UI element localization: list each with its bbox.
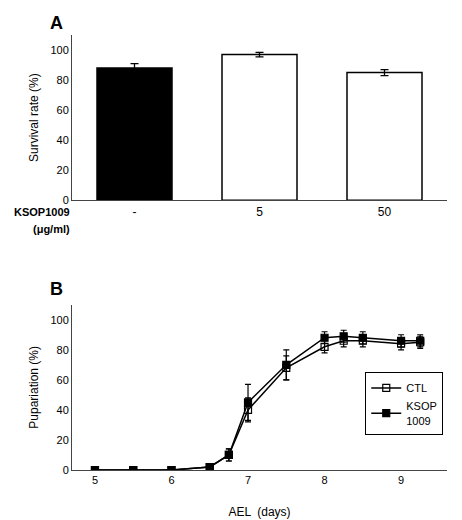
svg-text:100: 100 [50, 44, 68, 56]
svg-text:5: 5 [92, 474, 98, 486]
svg-text:-: - [133, 205, 137, 219]
svg-text:6: 6 [168, 474, 174, 486]
svg-text:Survival rate (%): Survival rate (%) [27, 73, 41, 162]
svg-text:A: A [50, 13, 63, 33]
svg-text:80: 80 [57, 74, 69, 86]
svg-text:40: 40 [57, 134, 69, 146]
svg-text:20: 20 [57, 434, 69, 446]
svg-text:100: 100 [50, 314, 68, 326]
svg-text:80: 80 [57, 344, 69, 356]
svg-text:9: 9 [398, 474, 404, 486]
svg-text:Pupariation (%): Pupariation (%) [27, 346, 41, 429]
svg-text:7: 7 [245, 474, 251, 486]
svg-text:60: 60 [57, 374, 69, 386]
svg-text:CTL: CTL [406, 382, 427, 394]
svg-text:0: 0 [63, 464, 69, 476]
svg-text:(μg/ml): (μg/ml) [33, 223, 70, 235]
svg-text:KSOP1009: KSOP1009 [14, 206, 70, 218]
svg-text:8: 8 [321, 474, 327, 486]
svg-text:KSOP1009: KSOP1009 [406, 400, 437, 426]
svg-text:5: 5 [256, 205, 263, 219]
svg-text:50: 50 [378, 205, 392, 219]
svg-text:20: 20 [57, 164, 69, 176]
svg-text:0: 0 [63, 194, 69, 206]
svg-text:60: 60 [57, 104, 69, 116]
svg-text:AEL (days): AEL (days) [228, 505, 290, 519]
svg-text:40: 40 [57, 404, 69, 416]
svg-text:B: B [50, 279, 63, 299]
